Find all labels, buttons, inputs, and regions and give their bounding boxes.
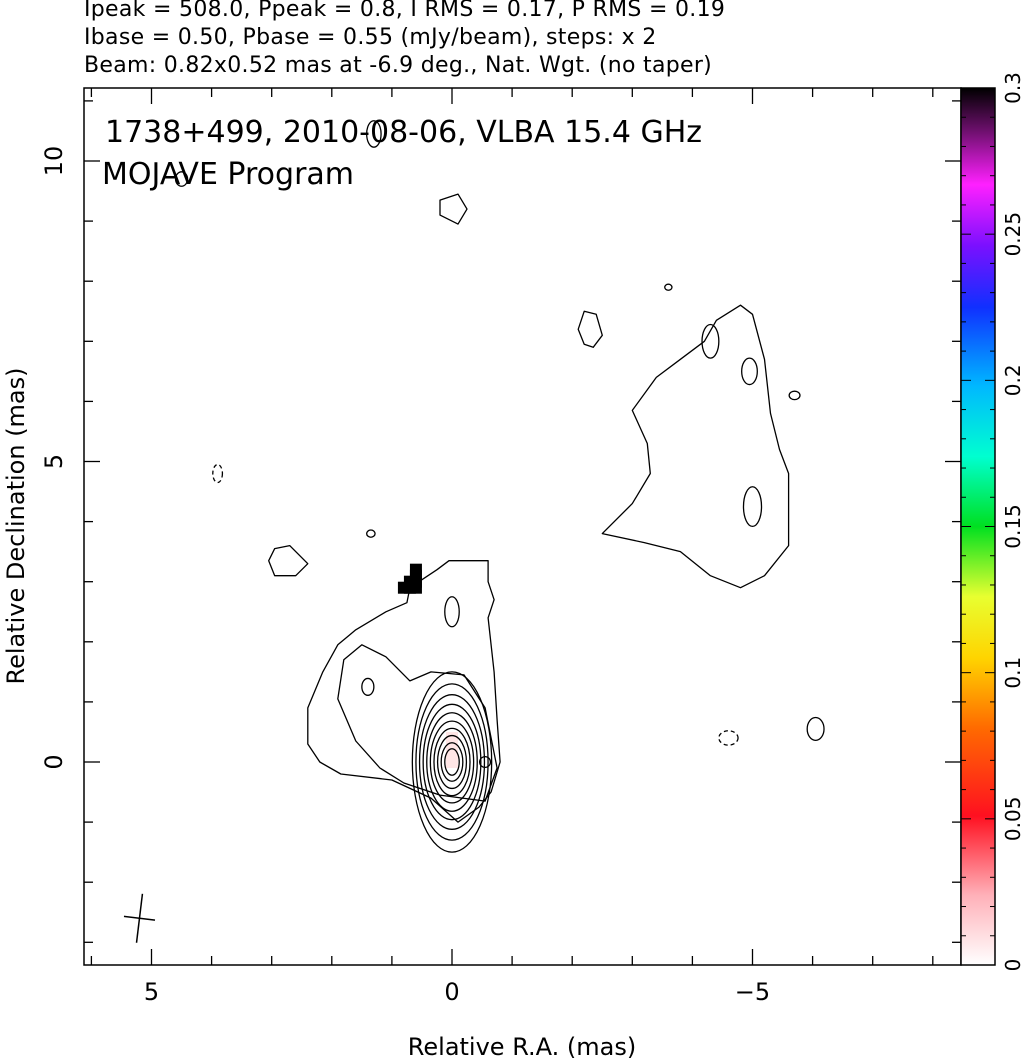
polarization-pixel — [397, 581, 410, 594]
core-contour — [411, 671, 493, 853]
core-contour — [433, 727, 471, 797]
axes: 5 0 −5 0 5 10 — [40, 88, 961, 1006]
contour-layer — [174, 120, 825, 853]
core-contour — [436, 734, 468, 790]
core-contour — [415, 683, 489, 841]
colorbar-tick-label: 0.2 — [1001, 364, 1022, 396]
y-tick-label: 10 — [40, 146, 68, 177]
polarization-pixel — [446, 731, 458, 744]
source-annotation: 1738+499, 2010-08-06, VLBA 15.4 GHz — [105, 115, 702, 150]
header-line-3: Beam: 0.82x0.52 mas at -6.9 deg., Nat. W… — [84, 53, 713, 78]
header-line-1: Ipeak = 508.0, Ppeak = 0.8, I RMS = 0.17… — [84, 0, 726, 22]
contour-island — [742, 486, 763, 528]
contour-halo-west — [601, 304, 790, 589]
program-annotation: MOJAVE Program — [102, 157, 354, 192]
colorbar-tick-label: 0.15 — [1001, 504, 1022, 549]
contour-island-b — [577, 310, 603, 348]
y-tick-label: 5 — [40, 454, 68, 469]
contour-island — [366, 529, 376, 538]
contour-island — [788, 390, 801, 401]
contour-island — [478, 755, 492, 769]
polarization-pixel — [446, 756, 458, 768]
colorbar-tick-label: 0.05 — [1001, 797, 1022, 842]
contour-island — [701, 323, 720, 359]
contour-island-c — [439, 193, 468, 225]
beam-minor-axis — [123, 915, 156, 921]
core-contour — [418, 694, 486, 830]
core-contour — [422, 703, 482, 821]
x-tick-label: 5 — [144, 978, 159, 1006]
contour-island — [444, 596, 460, 628]
contour-island-a — [268, 544, 309, 577]
negative-contour — [212, 463, 224, 484]
contour-outer-jet-envelope — [307, 560, 501, 823]
x-axis-label: Relative R.A. (mas) — [408, 1033, 636, 1061]
header-line-2: Ibase = 0.50, Pbase = 0.55 (mJy/beam), s… — [84, 25, 657, 50]
y-axis-label: Relative Declination (mas) — [2, 367, 30, 684]
beam-marker — [123, 893, 156, 943]
core-contour — [429, 720, 475, 804]
plot-frame — [83, 87, 962, 966]
polarization-pixel — [446, 743, 458, 756]
x-tick-label: 0 — [444, 978, 459, 1006]
y-tick-label: 0 — [40, 754, 68, 769]
contour-island — [741, 357, 758, 386]
contour-island — [366, 120, 382, 148]
colorbar-tick-label: 0.25 — [1001, 212, 1022, 257]
core-contour — [444, 748, 460, 776]
negative-contour — [718, 730, 739, 746]
colorbar-tick-label: 0.1 — [1001, 657, 1022, 689]
x-tick-label: −5 — [735, 978, 770, 1006]
polarization-image — [397, 563, 458, 768]
core-contour — [440, 742, 464, 782]
colorbar-tick-label: 0.3 — [1001, 72, 1022, 104]
polarization-pixel — [409, 563, 422, 576]
contour-inner-jet-envelope — [337, 644, 498, 802]
contour-island — [361, 677, 375, 696]
colorbar-tick-label: 0 — [1001, 959, 1022, 972]
colorbar-ticks: 0 0.05 0.1 0.15 0.2 0.25 0.3 — [961, 72, 1022, 971]
contour-island — [806, 716, 825, 742]
contour-island — [174, 171, 189, 187]
contour-island — [664, 283, 673, 291]
core-contour — [426, 712, 478, 812]
